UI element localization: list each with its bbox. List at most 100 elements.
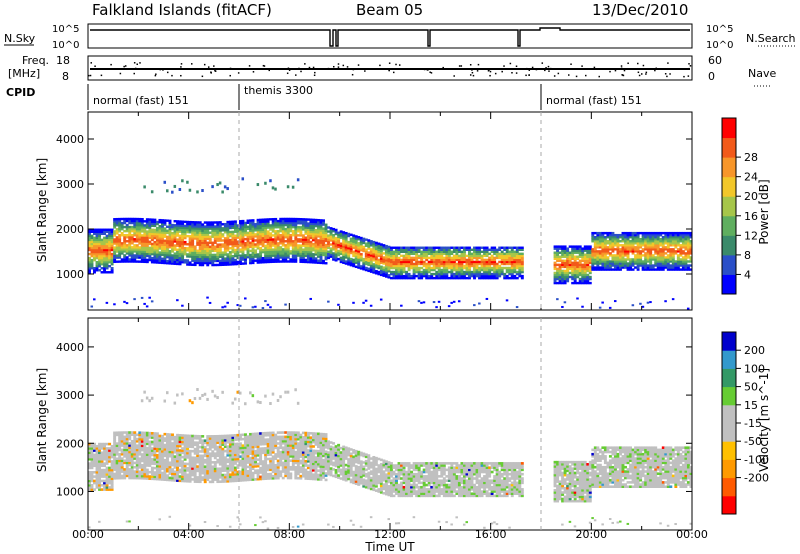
range-gate-cell	[671, 233, 675, 237]
nave-dot	[637, 71, 640, 74]
nave-dot	[575, 75, 578, 78]
range-gate-cell	[593, 268, 597, 271]
range-gate-cell	[485, 297, 489, 300]
range-gate-cell	[110, 262, 114, 266]
range-gate-cell	[624, 235, 627, 239]
range-gate-cell	[276, 232, 280, 235]
range-gate-cell	[113, 254, 117, 257]
range-gate-cell	[674, 266, 678, 269]
range-gate-cell	[269, 179, 272, 183]
range-gate-cell	[553, 263, 557, 267]
range-gate-cell	[515, 260, 519, 264]
range-gate-cell	[166, 463, 169, 466]
range-gate-cell	[591, 262, 595, 265]
range-gate-cell	[274, 256, 278, 259]
range-gate-cell	[95, 230, 99, 233]
range-gate-cell	[163, 443, 167, 447]
range-gate-cell	[155, 228, 159, 232]
range-gate-cell	[390, 254, 393, 258]
range-gate-cell	[510, 270, 514, 274]
range-gate-cell	[110, 462, 114, 465]
range-gate-cell	[244, 229, 247, 233]
range-gate-cell	[138, 470, 142, 473]
range-gate-cell	[613, 238, 617, 241]
range-gate-cell	[168, 229, 172, 233]
range-gate-cell	[123, 217, 127, 221]
range-gate-cell	[686, 250, 690, 253]
range-gate-cell	[168, 256, 172, 259]
range-gate-cell	[613, 260, 617, 263]
range-gate-cell	[98, 464, 101, 468]
range-gate-cell	[115, 260, 119, 263]
range-gate-cell	[556, 277, 560, 281]
range-gate-cell	[319, 229, 323, 232]
range-gate-cell	[269, 236, 273, 239]
range-gate-cell	[148, 234, 152, 237]
range-gate-cell	[301, 250, 305, 253]
range-gate-cell	[619, 252, 622, 255]
range-gate-cell	[150, 232, 154, 236]
range-gate-cell	[374, 251, 378, 255]
range-gate-cell	[138, 234, 142, 237]
range-gate-cell	[415, 258, 419, 262]
range-gate-cell	[95, 246, 99, 250]
range-gate-cell	[299, 246, 303, 249]
range-gate-cell	[339, 248, 343, 251]
range-gate-cell	[203, 229, 207, 232]
range-gate-cell	[505, 276, 509, 280]
range-gate-cell	[603, 244, 607, 247]
range-gate-cell	[478, 246, 481, 249]
range-gate-cell	[422, 260, 426, 264]
range-gate-cell	[208, 223, 212, 226]
range-gate-cell	[259, 218, 263, 222]
range-gate-cell	[191, 243, 195, 246]
range-gate-cell	[125, 302, 129, 305]
range-gate-cell	[573, 279, 577, 283]
range-gate-cell	[593, 240, 597, 243]
range-gate-cell	[392, 272, 396, 276]
range-gate-cell	[566, 259, 570, 263]
range-gate-cell	[178, 464, 182, 467]
range-gate-cell	[319, 241, 323, 244]
range-gate-cell	[490, 266, 494, 270]
range-gate-cell	[171, 256, 174, 259]
range-gate-cell	[138, 474, 142, 478]
range-gate-cell	[349, 247, 353, 251]
range-gate-cell	[158, 255, 162, 258]
range-gate-cell	[276, 221, 280, 225]
range-gate-cell	[435, 306, 438, 309]
range-gate-cell	[118, 221, 122, 225]
range-gate-cell	[317, 253, 320, 256]
range-gate-cell	[191, 247, 195, 250]
range-gate-cell	[176, 462, 179, 465]
range-gate-cell	[115, 248, 119, 251]
range-gate-cell	[304, 220, 308, 223]
range-gate-cell	[656, 252, 660, 255]
range-gate-cell	[143, 185, 146, 189]
range-gate-cell	[606, 268, 610, 271]
range-gate-cell	[140, 464, 144, 467]
range-gate-cell	[123, 439, 127, 443]
range-gate-cell	[90, 260, 94, 264]
range-gate-cell	[105, 457, 109, 461]
range-gate-cell	[392, 246, 396, 249]
range-gate-cell	[626, 268, 630, 271]
range-gate-cell	[339, 256, 343, 260]
range-gate-cell	[120, 459, 124, 463]
range-gate-cell	[498, 270, 502, 274]
range-gate-cell	[561, 273, 565, 277]
range-gate-cell	[397, 250, 401, 254]
range-gate-cell	[583, 261, 587, 265]
range-gate-cell	[299, 228, 303, 231]
range-gate-cell	[450, 266, 454, 270]
range-gate-cell	[352, 254, 356, 258]
range-gate-cell	[158, 239, 162, 242]
range-gate-cell	[239, 222, 242, 225]
range-gate-cell	[140, 242, 144, 245]
range-gate-cell	[296, 217, 300, 221]
range-gate-cell	[603, 250, 607, 253]
range-gate-cell	[400, 272, 403, 276]
range-gate-cell	[613, 240, 617, 243]
range-gate-cell	[566, 277, 570, 281]
range-gate-cell	[108, 252, 112, 256]
